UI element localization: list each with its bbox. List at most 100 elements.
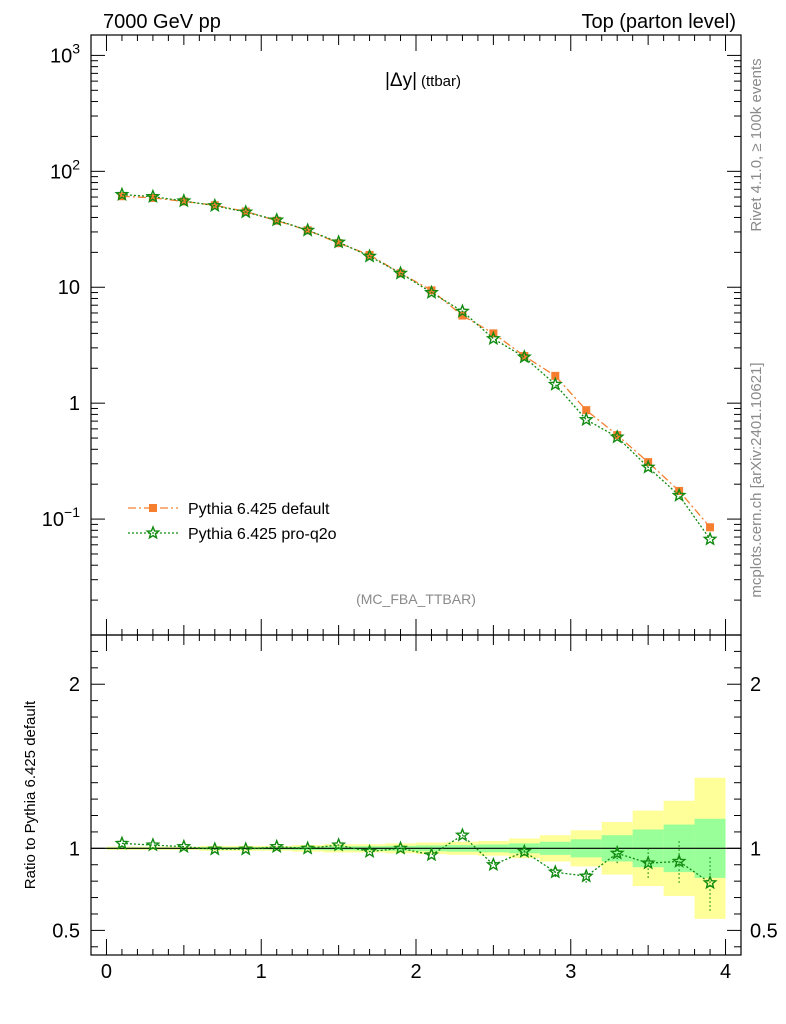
ratio-point-proq2o xyxy=(362,843,378,859)
ratio-point-proq2o xyxy=(578,868,594,883)
x-tick-label: 1 xyxy=(256,961,267,983)
ratio-y-tick-label-right: 2 xyxy=(750,674,761,696)
data-point-default xyxy=(706,523,715,532)
data-point-default xyxy=(334,239,343,248)
ratio-point-proq2o xyxy=(640,855,656,870)
main-y-tick-label: 10−1 xyxy=(42,504,80,531)
data-point-proq2o xyxy=(454,303,470,318)
data-point-proq2o xyxy=(423,284,440,299)
main-y-tick-label-exp: −1 xyxy=(64,504,80,520)
data-point-default xyxy=(179,197,188,206)
rivet-version-label: Rivet 4.1.0, ≥ 100k events xyxy=(748,58,765,231)
ratio-y-axis-label: Ratio to Pythia 6.425 default xyxy=(22,700,39,889)
data-point-default xyxy=(458,311,467,320)
header-left-title: 7000 GeV pp xyxy=(103,11,221,33)
main-y-tick-label-exp: 3 xyxy=(72,40,80,56)
legend-marker-default xyxy=(149,504,157,512)
ratio-plot: 0.5 0.5 1 1 2 2 0 1 2 3 4 Ratio to Pythia 6.425 d… xyxy=(22,634,778,983)
data-point-proq2o xyxy=(207,197,223,213)
main-y-tick-label-base: 10 xyxy=(50,45,72,67)
ratio-point-proq2o xyxy=(269,838,285,854)
main-y-tick-label-exp: 2 xyxy=(72,156,80,172)
series-line-proq2o xyxy=(121,193,711,540)
legend-entry-proq2o: Pythia 6.425 pro-q2o xyxy=(128,525,337,543)
x-tick-label: 0 xyxy=(101,961,112,983)
main-y-tick-label: 103 xyxy=(50,40,80,67)
ratio-line-proq2o xyxy=(121,834,711,884)
ratio-point-proq2o xyxy=(671,853,687,868)
data-point-proq2o xyxy=(609,429,625,444)
analysis-tag: (MC_FBA_TTBAR) xyxy=(356,591,476,607)
main-y-tick-label-base: 10 xyxy=(50,161,72,183)
series-line-default xyxy=(121,195,711,528)
mcplots-label: mcplots.cern.ch [arXiv:2401.10621] xyxy=(748,362,765,597)
data-point-default xyxy=(551,371,560,380)
ratio-point-proq2o xyxy=(238,841,254,856)
ratio-point-proq2o xyxy=(547,864,563,879)
main-y-tick-label: 102 xyxy=(50,156,80,183)
data-point-default xyxy=(117,192,126,201)
data-point-default xyxy=(613,431,622,440)
data-point-proq2o xyxy=(547,376,563,391)
main-y-tick-label: 1 xyxy=(69,393,80,415)
ratio-axis-ticks xyxy=(91,634,741,955)
data-point-proq2o xyxy=(485,330,501,346)
ratio-y-tick-label-left: 0.5 xyxy=(52,920,80,942)
ratio-y-tick-label-left: 2 xyxy=(69,674,80,696)
legend-label-default: Pythia 6.425 default xyxy=(188,501,330,518)
main-y-tick-label-base: 10 xyxy=(58,277,80,299)
data-point-default xyxy=(365,250,374,259)
legend-marker-proq2o xyxy=(145,525,161,540)
main-axis-ticks xyxy=(91,35,741,636)
ratio-y-tick-label-right: 0.5 xyxy=(750,920,778,942)
main-y-tick-label: 10 xyxy=(58,277,80,299)
ratio-series-group xyxy=(114,827,718,911)
x-tick-labels: 0 1 2 3 4 xyxy=(101,961,731,983)
ratio-point-proq2o xyxy=(207,841,223,856)
ratio-point-proq2o xyxy=(485,856,501,872)
ratio-y-tick-label-right: 1 xyxy=(750,838,761,860)
legend: Pythia 6.425 default Pythia 6.425 pro-q2… xyxy=(128,501,337,543)
data-point-proq2o xyxy=(702,531,718,546)
ratio-point-proq2o xyxy=(145,837,161,852)
data-point-proq2o xyxy=(578,411,594,427)
x-tick-label: 4 xyxy=(720,961,731,983)
ratio-point-proq2o xyxy=(516,843,532,859)
ratio-point-proq2o xyxy=(176,838,192,854)
data-point-proq2o xyxy=(392,265,409,280)
main-plot-title: |Δy| xyxy=(385,70,417,91)
data-point-proq2o xyxy=(516,349,532,364)
data-point-proq2o xyxy=(362,248,378,263)
x-tick-label: 3 xyxy=(565,961,576,983)
main-y-tick-label-base: 10 xyxy=(42,509,64,531)
data-point-default xyxy=(520,352,529,361)
data-point-proq2o xyxy=(671,487,687,502)
ratio-point-proq2o xyxy=(702,874,718,890)
ratio-point-proq2o xyxy=(454,827,470,842)
data-point-default xyxy=(427,286,436,295)
main-plot-frame xyxy=(90,34,742,636)
header-right-title: Top (parton level) xyxy=(581,11,736,33)
x-tick-label: 2 xyxy=(410,961,421,983)
data-point-proq2o xyxy=(300,222,316,237)
main-y-tick-label-base: 1 xyxy=(69,393,80,415)
ratio-y-tick-labels: 0.5 0.5 1 1 2 2 xyxy=(52,674,778,942)
data-point-proq2o xyxy=(269,212,285,227)
ratio-point-proq2o xyxy=(114,835,130,850)
data-point-proq2o xyxy=(176,193,192,208)
ratio-y-tick-label-left: 1 xyxy=(69,838,80,860)
data-point-proq2o xyxy=(145,188,161,204)
main-plot-title-sub: (ttbar) xyxy=(421,73,461,90)
main-series-group xyxy=(114,186,718,546)
legend-entry-default: Pythia 6.425 default xyxy=(128,501,330,518)
ratio-plot-frame xyxy=(90,634,742,956)
ratio-point-proq2o xyxy=(423,846,440,862)
data-point-default xyxy=(148,193,157,202)
ratio-point-proq2o xyxy=(300,840,316,855)
data-point-proq2o xyxy=(238,204,254,219)
ratio-point-proq2o xyxy=(609,845,625,860)
data-point-proq2o xyxy=(640,459,656,474)
